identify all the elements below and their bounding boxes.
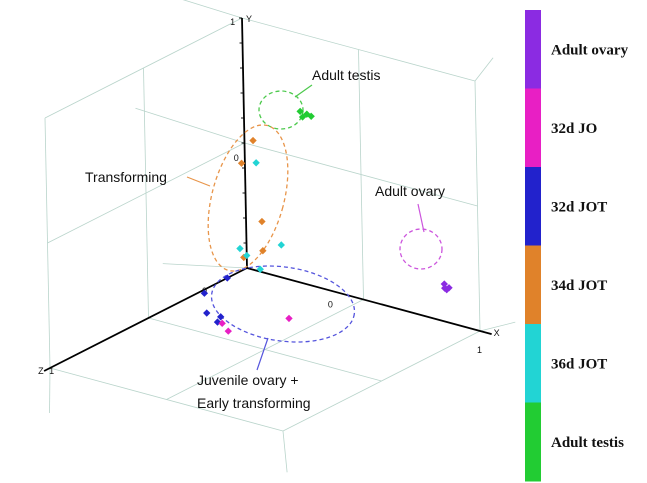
juvenile-annotation-line1: Juvenile ovary + (197, 372, 299, 388)
x-axis-label: X (494, 328, 500, 338)
point-32d-jo (218, 319, 226, 328)
outer-grid-line (135, 107, 245, 144)
point-32d-jot (203, 309, 211, 317)
z-axis-tick-label: 1 (49, 366, 54, 376)
floor-grid-line (282, 330, 481, 432)
point-adult-testis (307, 112, 315, 120)
legend-swatch-34d-jot (525, 245, 541, 325)
point-34d-jot (259, 247, 267, 255)
annotations: Adult testis Transforming Adult ovary Juven… (85, 67, 445, 411)
y-axis-tick-label: 0 (234, 153, 239, 163)
y-axis-tick-label: 1 (230, 17, 235, 27)
legend-label-adult-ovary: Adult ovary (551, 42, 629, 58)
adult-ovary-ellipse (399, 228, 443, 270)
floor-grid-line (166, 299, 364, 400)
data-points (200, 107, 453, 335)
legend-swatch-adult-ovary (525, 10, 541, 89)
legend-swatch-36d-jot (525, 324, 541, 403)
outer-grid-line (479, 321, 516, 332)
z-axis (43, 267, 248, 372)
side-wall-grid-line (143, 67, 149, 319)
transforming-annotation: Transforming (85, 169, 167, 185)
point-adult-testis (298, 113, 307, 121)
point-36d-jot (243, 251, 251, 260)
adult-ovary-leader (417, 203, 425, 233)
legend-swatch-adult-testis (525, 402, 541, 482)
legend-swatch-32d-jo (525, 88, 541, 168)
adult-testis-leader (294, 84, 313, 98)
point-32d-jot (223, 274, 231, 282)
transforming-ellipse (207, 124, 289, 272)
x-axis (246, 267, 492, 336)
adult-testis-annotation: Adult testis (312, 67, 380, 83)
legend-swatch-32d-jot (525, 167, 541, 246)
point-36d-jot (236, 244, 244, 253)
point-32d-jo (224, 327, 232, 335)
outer-grid-line (474, 57, 494, 82)
point-36d-jot (256, 265, 264, 273)
point-32d-jot (200, 289, 209, 297)
grid-layer (44, 0, 516, 473)
outer-grid-line (162, 263, 248, 269)
point-32d-jot (217, 313, 225, 321)
transforming-leader (186, 176, 211, 187)
y-axis-label: Y (246, 14, 252, 24)
adult-ovary-annotation: Adult ovary (375, 183, 445, 199)
legend-label-36d-jot: 36d JOT (551, 356, 607, 372)
side-wall-grid-line (44, 117, 51, 369)
legend-label-32d-jot: 32d JOT (551, 199, 607, 215)
legend-label-32d-jo: 32d JO (551, 121, 597, 137)
point-36d-jot (277, 241, 285, 249)
point-34d-jot (258, 217, 266, 226)
x-axis-tick-label: 0 (328, 300, 333, 310)
point-36d-jot (252, 159, 260, 167)
legend-label-adult-testis: Adult testis (551, 435, 624, 451)
z-axis-label: Z (38, 366, 44, 376)
outer-grid-line (282, 430, 288, 473)
point-adult-testis (296, 107, 304, 116)
juvenile-annotation-line2: Early transforming (197, 395, 311, 411)
point-32d-jo (285, 314, 293, 323)
juvenile-leader (256, 337, 269, 371)
juvenile-ellipse (210, 265, 356, 343)
back-wall-grid-line (358, 49, 364, 300)
point-34d-jot (249, 136, 257, 145)
legend-label-34d-jot: 34d JOT (551, 278, 607, 294)
point-adult-ovary (440, 280, 448, 288)
adult-testis-ellipse (258, 90, 304, 130)
outer-grid-line (182, 0, 243, 19)
legend: Adult ovary 32d JO 32d JOT 34d JOT 36d JOT Ad… (525, 10, 629, 482)
x-axis-tick-label: 1 (477, 345, 482, 355)
back-wall-grid-line (474, 80, 481, 332)
cluster-ellipses (207, 90, 443, 343)
point-adult-ovary (445, 284, 453, 292)
